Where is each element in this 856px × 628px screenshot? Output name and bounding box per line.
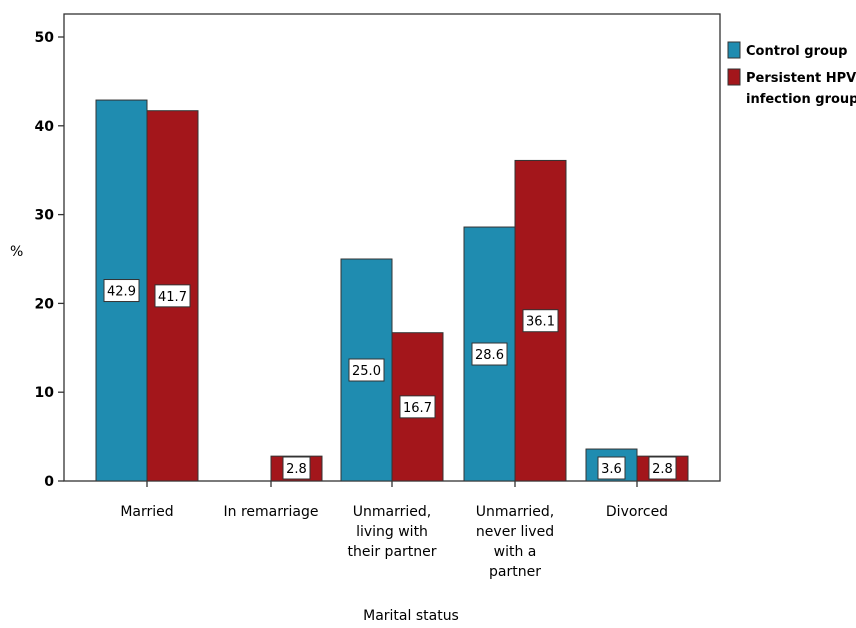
data-label: 16.7 [403, 401, 432, 416]
data-label-box [348, 358, 385, 382]
data-label-box [522, 309, 559, 333]
x-category-label: never lived [476, 524, 554, 540]
x-category-label: Married [120, 504, 173, 520]
x-category-label: their partner [347, 544, 436, 560]
data-label: 3.6 [601, 462, 622, 477]
data-label: 2.8 [286, 462, 307, 477]
y-tick-label: 40 [35, 119, 55, 135]
legend-label: Control group [746, 44, 847, 59]
data-label-box [471, 342, 508, 366]
x-category-label: Unmarried, [476, 504, 554, 520]
data-label: 28.6 [475, 348, 504, 363]
x-axis: Married In remarriage Unmarried, living wit… [120, 481, 668, 580]
data-label-box [154, 284, 191, 308]
x-category-label: Unmarried, [353, 504, 431, 520]
data-label-box [399, 395, 436, 419]
x-category-label: with a [494, 544, 537, 560]
x-category-label: partner [489, 564, 541, 580]
data-label-box [103, 279, 140, 303]
data-label: 25.0 [352, 364, 381, 379]
y-axis: 0 10 20 30 40 50 [35, 30, 64, 490]
data-label: 36.1 [526, 315, 555, 330]
y-tick-label: 50 [35, 30, 55, 46]
x-category-label: Divorced [606, 504, 668, 520]
y-tick-label: 0 [44, 474, 54, 490]
data-label: 2.8 [652, 462, 673, 477]
data-label-box [282, 456, 311, 480]
legend-label: infection group [746, 92, 856, 107]
y-tick-label: 20 [35, 296, 55, 312]
x-category-label: living with [356, 524, 428, 540]
data-label-box [597, 456, 626, 480]
data-label: 41.7 [158, 290, 187, 305]
data-label-box [648, 456, 677, 480]
y-axis-title: % [10, 244, 23, 260]
data-label: 42.9 [107, 285, 136, 300]
legend-swatch [727, 41, 741, 59]
legend-swatch [727, 68, 741, 86]
data-labels-group: 42.9 25.0 28.6 3.6 41.7 2.8 16.7 36.1 2.8 [103, 279, 677, 480]
x-axis-title: Marital status [363, 608, 459, 624]
y-tick-label: 10 [35, 385, 55, 401]
x-category-label: In remarriage [224, 504, 319, 520]
legend: Control group Persistent HPV infection gro… [727, 41, 856, 107]
legend-label: Persistent HPV [746, 71, 856, 86]
y-tick-label: 30 [35, 208, 55, 224]
